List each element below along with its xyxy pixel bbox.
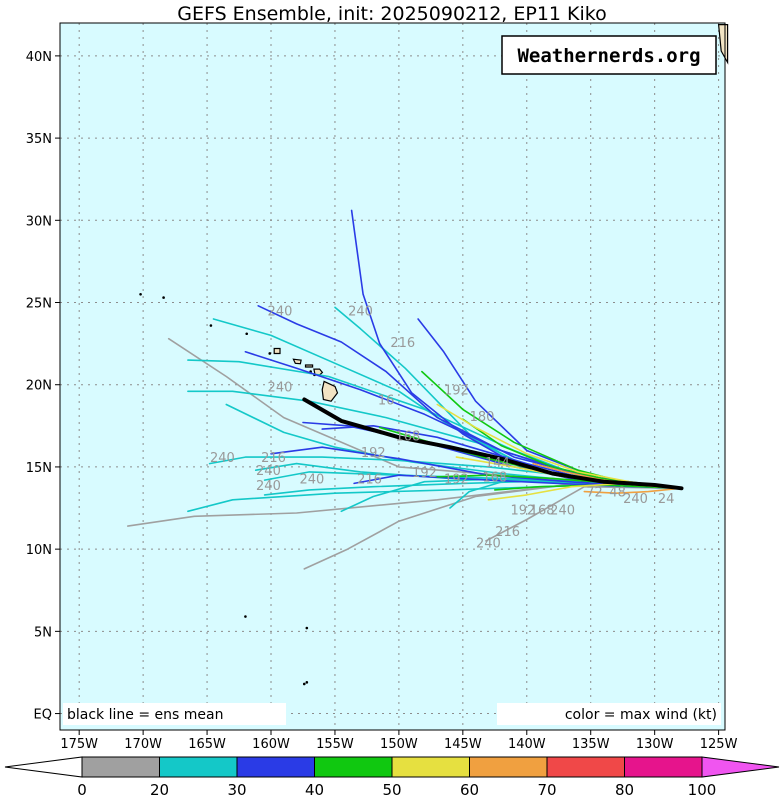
landmass [273,347,281,355]
x-tick-label: 135W [572,737,610,752]
hour-label: 216 [261,451,286,466]
x-tick-label: 145W [444,737,482,752]
watermark-text: Weathernerds.org [517,45,700,67]
colorbar: 0 20 30 40 50 60 70 80 100 [4,756,780,799]
colorbar-label: 50 [382,781,401,799]
hour-label: 240 [210,451,235,466]
y-tick-label: 20N [26,379,52,394]
colorbar-segment [159,756,238,778]
x-tick-label: 150W [380,737,418,752]
hour-label: 240 [476,536,501,551]
colorbar-label: 100 [688,781,717,799]
x-tick-label: 165W [188,737,226,752]
footer-right-box: color = max wind (kt) [497,703,721,725]
colorbar-label: 80 [615,781,634,799]
islet [139,292,142,296]
ensemble-track [494,484,681,491]
y-tick-label: 40N [26,50,52,65]
islet [305,681,309,684]
colorbar-label: 20 [150,781,169,799]
hour-label: 192 [361,446,386,461]
ensemble-tracks [127,209,681,570]
ensemble-track [485,485,681,542]
y-tick-label: EQ [34,708,52,723]
colorbar-label: 40 [305,781,324,799]
hour-label: 168 [482,471,507,486]
chart-title: GEFS Ensemble, init: 2025090212, EP11 Ki… [177,3,607,25]
footer-left-box: black line = ens mean [63,703,286,725]
footer-left-text: black line = ens mean [67,707,223,723]
y-tick-label: 25N [26,297,52,312]
hour-label: 240 [623,492,648,507]
landmass [304,364,314,368]
hour-label: 168 [395,430,420,445]
colorbar-label: 60 [460,781,479,799]
islet [209,324,213,327]
hour-label: 180 [470,410,495,425]
x-tick-label: 130W [636,737,674,752]
gridlines [60,23,725,730]
hour-label: 240 [550,504,575,519]
colorbar-segment [624,756,703,778]
x-tick-label: 170W [124,737,162,752]
hour-label: 240 [256,464,281,479]
ensemble-mean-layer [302,397,684,491]
y-tick-label: 15N [26,461,52,476]
colorbar-segment [236,756,315,778]
map-frame [59,22,726,731]
x-tick-label: 140W [508,737,546,752]
x-tick-label: 175W [60,737,98,752]
axis-ticks: 175W 170W 165W 160W 155W 150W 145W 140W 135W 130W… [26,50,738,752]
y-tick-label: 10N [26,543,52,558]
hour-label: 192 [412,466,437,481]
hour-label: 240 [268,380,293,395]
hour-label: 240 [256,479,281,494]
hour-label: 72 [586,486,603,501]
islet [305,626,309,630]
islet [245,332,249,336]
ensemble-mean-track [302,397,684,491]
hour-label: 168 [530,504,555,519]
hour-label: 16 [378,393,395,408]
hour-label: 192 [444,472,469,487]
colorbar-segment [314,756,393,778]
hour-label: 24 [658,492,675,507]
y-tick-label: 30N [26,214,52,229]
colorbar-segment [81,756,160,778]
islet [244,615,247,618]
hour-label: 192 [444,384,469,399]
hour-label: 240 [300,472,325,487]
x-tick-label: 160W [252,737,290,752]
hour-label: 192 [511,504,536,519]
hour-label: 144 [485,456,510,471]
colorbar-label: 30 [227,781,246,799]
y-tick-label: 5N [34,625,52,640]
colorbar-over-arrow [701,756,780,778]
landmass [292,358,302,365]
hour-label: 240 [348,305,373,320]
islet [162,296,165,299]
islet [268,352,272,355]
colorbar-label: 70 [537,781,556,799]
y-tick-label: 35N [26,132,52,147]
watermark-box: Weathernerds.org [501,35,717,75]
hour-label: 216 [357,472,382,487]
x-tick-label: 155W [316,737,354,752]
landmass [321,380,339,402]
colorbar-segment [391,756,470,778]
footer-right-text: color = max wind (kt) [565,707,717,723]
x-tick-label: 125W [700,737,738,752]
colorbar-under-arrow [4,756,83,778]
ensemble-track [583,487,681,494]
hour-label: 216 [390,336,415,351]
islet [302,682,306,686]
colorbar-label: 0 [77,781,87,799]
hour-label: 240 [268,305,293,320]
hour-label: 216 [495,525,520,540]
colorbar-segment [469,756,548,778]
colorbar-segment [546,756,625,778]
hour-label: 48 [609,486,626,501]
